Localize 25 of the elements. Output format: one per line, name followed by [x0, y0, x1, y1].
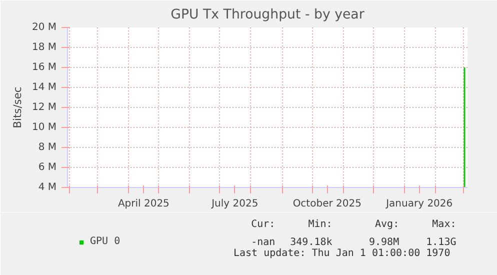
text: Cur: — [251, 219, 276, 230]
x-tick-label: April 2025 — [118, 198, 170, 210]
text: Avg: — [375, 219, 400, 230]
y-tick-label: 8 M — [38, 142, 57, 153]
text: Max: — [432, 219, 456, 230]
x-tick-label: October 2025 — [292, 198, 362, 210]
legend-label: GPU 0 — [90, 236, 120, 247]
y-tick-label: 10 M — [32, 122, 56, 133]
text: -nan — [251, 237, 276, 248]
text: 1.13G — [426, 237, 456, 248]
y-tick-label: 4 M — [38, 182, 57, 193]
y-tick-label: 18 M — [32, 42, 56, 53]
y-tick-label: 6 M — [38, 162, 57, 173]
text: 9.98M — [368, 237, 400, 248]
y-axis-title: Bits/sec — [10, 86, 24, 128]
x-tick-label: July 2025 — [210, 198, 258, 210]
text: Last update: Thu Jan 1 01:00:00 1970 — [233, 248, 450, 259]
x-tick-label: January 2026 — [385, 198, 453, 210]
y-tick-label: 12 M — [32, 102, 56, 113]
y-tick-label: 16 M — [32, 62, 56, 73]
y-tick-label: 14 M — [32, 82, 56, 93]
text: Min: — [308, 219, 332, 230]
y-tick-label: 20 M — [32, 22, 56, 33]
chart-title: GPU Tx Throughput - by year — [170, 8, 365, 22]
text: 349.18k — [290, 237, 332, 248]
